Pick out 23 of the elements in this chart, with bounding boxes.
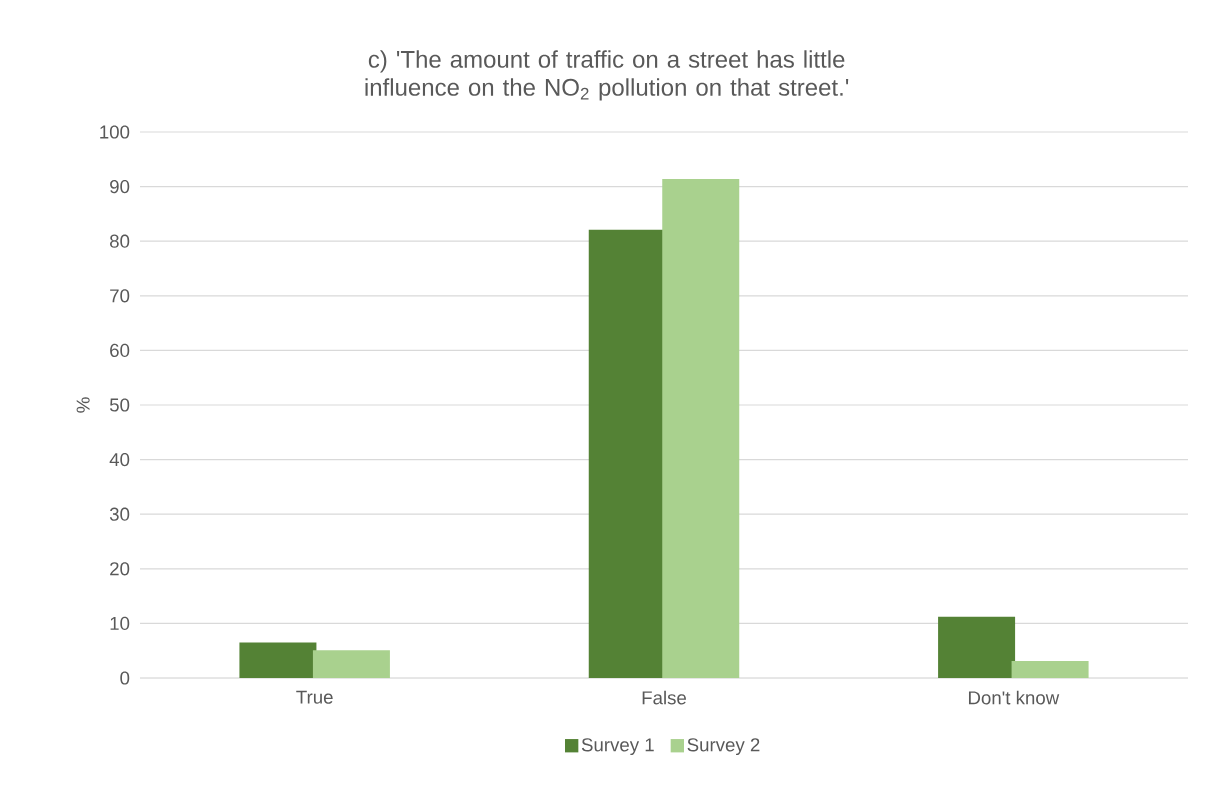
y-tick-label: 70 <box>110 289 130 303</box>
legend-label: Survey 2 <box>687 738 760 756</box>
bar <box>938 616 1016 678</box>
chart-title: c) 'The amount of traffic on a street has little influence on the NO$_{2}$ pollution on that street.' <box>365 50 849 101</box>
y-axis-title: % <box>76 397 90 413</box>
bar <box>239 642 317 678</box>
y-tick-label: 100 <box>100 125 130 139</box>
y-tick-label: 80 <box>110 234 130 248</box>
y-tick-label: 90 <box>110 179 130 194</box>
legend-label: Survey 1 <box>581 738 654 756</box>
bar <box>312 650 390 678</box>
y-tick-label: 60 <box>110 343 130 358</box>
bar <box>662 178 740 678</box>
y-tick-label: 50 <box>109 398 130 412</box>
x-tick-label: Don't know <box>968 690 1060 705</box>
y-tick-label: 0 <box>120 671 130 685</box>
x-tick-label: False <box>642 690 686 705</box>
x-tick-label: True <box>296 690 333 704</box>
y-tick-label: 30 <box>109 507 130 521</box>
y-tick-label: 40 <box>109 452 130 467</box>
y-tick-label: 20 <box>110 562 130 576</box>
y-tick-label: 10 <box>110 616 130 631</box>
bar <box>1011 661 1089 678</box>
